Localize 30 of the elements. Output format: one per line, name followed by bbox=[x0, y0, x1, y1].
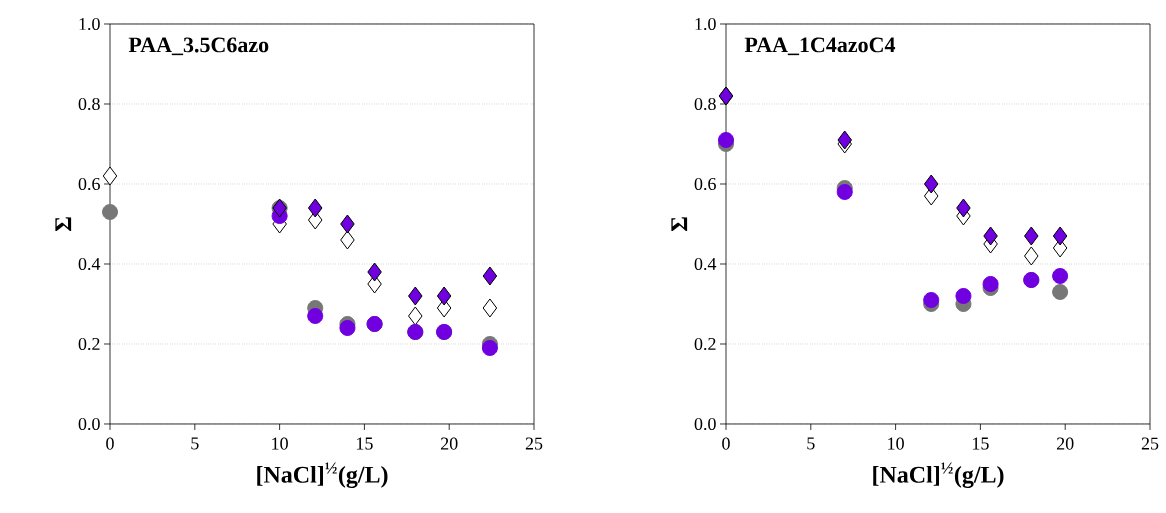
x-tick-label: 15 bbox=[356, 437, 373, 450]
x-tick-label: 0 bbox=[722, 437, 730, 450]
y-tick-label: 0.8 bbox=[78, 97, 100, 111]
y-tick-label: 0.8 bbox=[694, 97, 716, 111]
y-axis-title: Σ bbox=[671, 217, 688, 232]
text: PAA_3.5C6azo bbox=[128, 37, 269, 56]
y-tick-label: 0.6 bbox=[694, 177, 716, 191]
x-tick-label: 10 bbox=[272, 437, 288, 450]
y-tick-label: 0.0 bbox=[78, 417, 100, 431]
y-tick-label: 0.2 bbox=[694, 337, 716, 351]
x-tick-label: 20 bbox=[440, 437, 458, 450]
text: PAA_1C4azoC4 bbox=[744, 37, 896, 56]
x-tick-label: 10 bbox=[888, 437, 904, 450]
y-tick-label: 1.0 bbox=[79, 17, 100, 31]
x-axis-title: [NaCl]$^{½}$(g/L) bbox=[257, 462, 388, 488]
x-axis-title: [NaCl]$^{½}$(g/L) bbox=[873, 462, 1004, 488]
x-tick-label: 25 bbox=[1141, 437, 1159, 450]
x-tick-label: 15 bbox=[972, 437, 989, 450]
y-tick-label: 0.0 bbox=[694, 417, 716, 431]
y-tick-label: 0.4 bbox=[694, 257, 717, 271]
x-tick-label: 25 bbox=[525, 437, 543, 450]
y-axis-title: Σ bbox=[55, 217, 72, 232]
y-tick-label: 0.4 bbox=[78, 257, 101, 271]
x-tick-label: 5 bbox=[807, 437, 815, 450]
x-tick-label: 20 bbox=[1056, 437, 1074, 450]
y-tick-label: 1.0 bbox=[695, 17, 716, 31]
y-tick-label: 0.2 bbox=[78, 337, 100, 351]
x-tick-label: 0 bbox=[106, 437, 114, 450]
y-tick-label: 0.6 bbox=[78, 177, 100, 191]
x-tick-label: 5 bbox=[191, 437, 199, 450]
